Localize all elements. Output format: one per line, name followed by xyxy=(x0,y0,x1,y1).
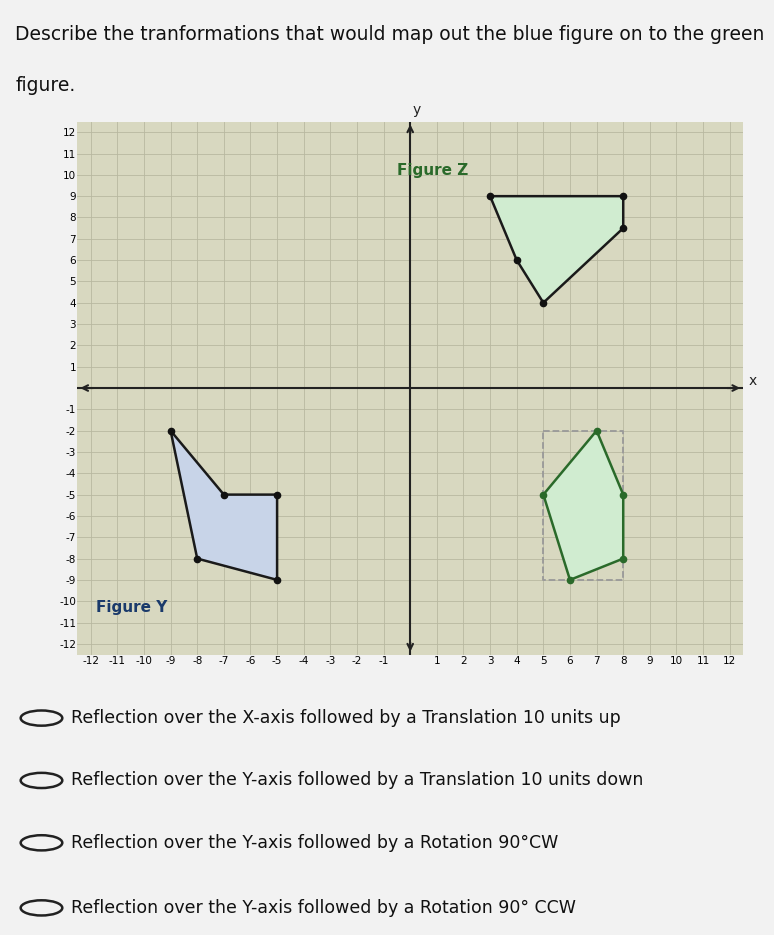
Text: x: x xyxy=(748,374,757,388)
Text: Reflection over the Y-axis followed by a Rotation 90° CCW: Reflection over the Y-axis followed by a… xyxy=(71,899,576,917)
Text: figure.: figure. xyxy=(15,77,76,95)
Text: Reflection over the X-axis followed by a Translation 10 units up: Reflection over the X-axis followed by a… xyxy=(71,709,621,727)
Text: Reflection over the Y-axis followed by a Rotation 90°CW: Reflection over the Y-axis followed by a… xyxy=(71,834,559,852)
Text: Figure Z: Figure Z xyxy=(397,163,468,178)
Text: y: y xyxy=(413,103,421,117)
Text: Reflection over the Y-axis followed by a Translation 10 units down: Reflection over the Y-axis followed by a… xyxy=(71,771,644,789)
Text: Describe the tranformations that would map out the blue figure on to the green: Describe the tranformations that would m… xyxy=(15,24,765,44)
Text: Figure Y: Figure Y xyxy=(96,600,167,615)
Polygon shape xyxy=(490,196,623,303)
Polygon shape xyxy=(543,431,623,580)
Polygon shape xyxy=(170,431,277,580)
